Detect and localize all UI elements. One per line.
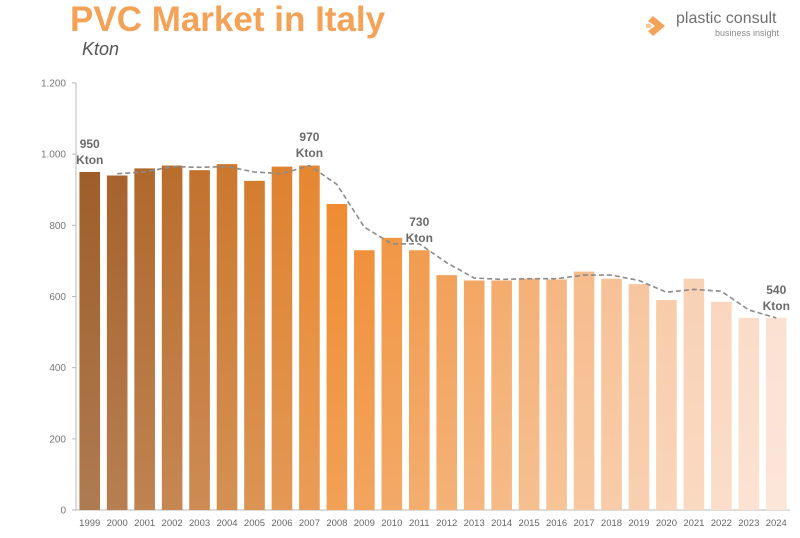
x-tick-label: 2022 — [711, 518, 732, 529]
bar-sheen — [738, 317, 760, 510]
x-tick-label: 2009 — [354, 518, 375, 529]
bar-sheen — [244, 180, 265, 510]
x-tick-label: 2017 — [573, 518, 594, 529]
x-tick-label: 2018 — [601, 518, 622, 529]
annotation-label: 540 — [766, 283, 786, 297]
x-tick-label: 2005 — [244, 518, 265, 529]
logo-name: plastic consult — [676, 10, 777, 27]
x-tick-label: 2010 — [381, 518, 402, 529]
bar-sheen — [711, 301, 732, 510]
y-tick-label: 400 — [49, 363, 66, 374]
x-tick-label: 2014 — [491, 518, 512, 529]
trend-line — [117, 164, 777, 319]
bar-sheen — [436, 275, 458, 510]
chart-title: PVC Market in Italy — [70, 0, 386, 39]
logo-tagline: business insight — [715, 28, 780, 38]
chart-subtitle: Kton — [82, 39, 120, 59]
x-tick-label: 2008 — [326, 518, 347, 529]
bar-sheen — [381, 237, 403, 510]
trend-series — [117, 164, 777, 319]
annotation-labels: 950 Kton 970 Kton 730 Kton 540 Kton — [76, 130, 790, 313]
x-tick-label: 2016 — [546, 518, 567, 529]
bar-sheen — [189, 170, 210, 510]
annotation-label: 950 — [80, 137, 100, 151]
bar-sheen — [683, 278, 705, 510]
x-tick-label: 2015 — [519, 518, 540, 529]
bar-sheen — [216, 164, 238, 510]
bar-sheen — [408, 250, 430, 510]
bar-sheen — [271, 166, 293, 510]
x-tick-label: 1999 — [79, 518, 100, 529]
x-tick-label: 2019 — [628, 518, 649, 529]
annotation-label: 970 — [299, 130, 319, 144]
chevron-icon — [646, 16, 665, 36]
x-tick-label: 2013 — [464, 518, 485, 529]
x-tick-label: 2011 — [409, 518, 429, 529]
x-tick-label: 2020 — [656, 518, 677, 529]
annotation-label: Kton — [763, 299, 790, 313]
bar-sheen — [134, 168, 155, 510]
x-tick-label: 2023 — [738, 518, 759, 529]
y-tick-label: 0 — [60, 506, 66, 517]
bar-sheen — [573, 271, 595, 510]
bar-sheen — [765, 317, 787, 510]
bar-sheen — [463, 280, 485, 510]
y-tick-label: 200 — [49, 434, 66, 445]
bar-sheen — [518, 278, 540, 510]
y-tick-label: 600 — [49, 292, 66, 303]
bar-series — [79, 164, 787, 511]
annotation-label: Kton — [406, 231, 433, 245]
x-tick-label: 2000 — [107, 518, 128, 529]
annotation-label: Kton — [296, 146, 323, 160]
bar-sheen — [491, 280, 512, 510]
x-tick-label: 2003 — [189, 518, 210, 529]
x-tick-label: 2001 — [134, 518, 155, 529]
x-tick-label: 2007 — [299, 518, 320, 529]
x-tick-label: 2012 — [436, 518, 457, 529]
y-tick-label: 1.000 — [41, 150, 66, 161]
bar-sheen — [106, 175, 128, 510]
annotation-label: Kton — [76, 153, 103, 167]
bar-sheen — [161, 165, 183, 510]
bar-sheen — [354, 250, 375, 510]
bar-sheen — [79, 171, 101, 511]
y-tick-label: 1.200 — [41, 79, 66, 90]
bar-sheen — [601, 278, 622, 510]
x-tick-label: 2004 — [216, 518, 237, 529]
x-tick-label: 2024 — [766, 518, 787, 529]
annotation-label: 730 — [409, 215, 429, 229]
bar-sheen — [326, 203, 348, 510]
bar-sheen — [656, 300, 677, 510]
x-tick-label: 2006 — [271, 518, 292, 529]
brand-logo: plastic consult business insight — [644, 8, 794, 42]
bar-sheen — [546, 279, 567, 510]
bar-sheen — [299, 165, 320, 510]
x-tick-label: 2002 — [162, 518, 183, 529]
bar-sheen — [628, 284, 650, 510]
x-tick-label: 2021 — [683, 518, 704, 529]
y-tick-label: 800 — [49, 221, 66, 232]
